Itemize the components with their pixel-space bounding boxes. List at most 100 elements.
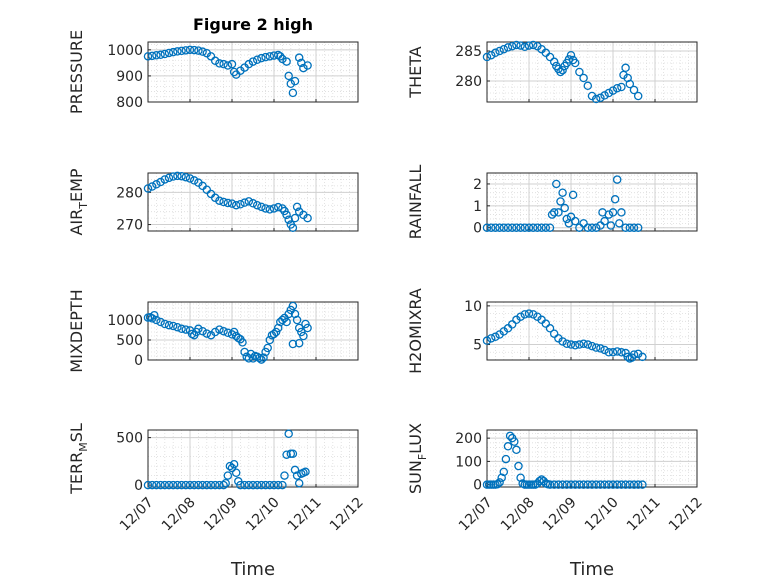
- y-tick-label: 280: [116, 185, 143, 201]
- data-point: [194, 46, 203, 55]
- axes-panel-8: 0 100 200 12/07 12/08 12/09 12/10 12/11 12/12 Tim…: [406, 423, 706, 580]
- data-point: [156, 177, 165, 187]
- y-tick-label: 0: [473, 221, 482, 237]
- data-point: [633, 223, 643, 232]
- data-point: [549, 329, 559, 338]
- data-point: [156, 317, 165, 327]
- axes-box: [147, 172, 359, 232]
- data-point: [177, 480, 186, 490]
- data-point: [223, 198, 233, 208]
- data-point: [288, 449, 298, 458]
- data-point: [503, 43, 513, 52]
- data-point: [596, 480, 605, 489]
- data-point: [625, 79, 635, 89]
- data-point: [524, 41, 534, 50]
- x-tick-label: 12/08: [159, 494, 199, 534]
- data-point: [570, 341, 580, 350]
- data-point: [255, 353, 264, 363]
- data-point: [248, 354, 258, 363]
- data-point: [143, 52, 153, 61]
- data-point: [524, 223, 534, 232]
- data-point: [219, 326, 228, 336]
- data-point: [554, 208, 563, 217]
- data-point: [617, 348, 626, 357]
- axes-box: [486, 301, 698, 361]
- data-point: [164, 320, 174, 330]
- data-point: [558, 188, 567, 197]
- y-tick-label: 2: [473, 177, 482, 193]
- data-point: [505, 431, 515, 441]
- axes-box: [147, 41, 359, 103]
- data-point: [273, 480, 283, 490]
- data-point: [499, 44, 509, 54]
- data-point: [152, 180, 161, 189]
- data-point: [290, 465, 300, 475]
- data-point: [244, 197, 254, 206]
- data-point: [221, 478, 230, 488]
- data-point: [261, 204, 270, 213]
- data-point: [575, 340, 584, 349]
- data-point: [278, 315, 287, 325]
- data-point: [486, 223, 496, 232]
- data-point: [562, 339, 572, 349]
- data-point: [575, 480, 584, 489]
- data-point: [236, 200, 245, 209]
- data-point: [168, 47, 178, 57]
- data-point: [292, 202, 302, 212]
- data-point: [181, 172, 191, 182]
- data-point: [227, 330, 237, 339]
- data-point: [558, 337, 567, 346]
- data-point: [152, 51, 161, 60]
- data-point: [612, 83, 622, 93]
- data-point: [297, 327, 306, 337]
- data-point: [282, 57, 291, 66]
- data-point: [524, 309, 534, 318]
- data-point: [615, 219, 624, 228]
- axes-panel-5: 0 500 1000 MIXDEPTH: [67, 289, 359, 373]
- data-point: [294, 338, 304, 348]
- data-point: [633, 480, 643, 489]
- data-point: [229, 67, 239, 77]
- axes-box: [147, 301, 359, 361]
- data-point: [541, 223, 551, 232]
- data-point: [173, 322, 182, 332]
- axes-panel-6: 5 10 H2OMIXRA: [406, 288, 698, 374]
- data-point: [512, 40, 521, 50]
- data-point: [528, 40, 538, 50]
- data-point: [236, 480, 245, 490]
- y-axis-label: THETA: [406, 46, 425, 98]
- y-tick-label: 500: [116, 333, 143, 349]
- y-tick-label: 10: [464, 299, 482, 315]
- data-point: [189, 45, 199, 55]
- data-point: [271, 327, 281, 337]
- data-point: [564, 55, 574, 64]
- data-point: [579, 480, 588, 489]
- data-point: [591, 480, 601, 489]
- data-point: [229, 459, 239, 469]
- data-point: [491, 332, 500, 342]
- data-point: [252, 480, 262, 490]
- data-point: [545, 223, 555, 232]
- data-point: [185, 480, 195, 490]
- data-point: [244, 59, 254, 69]
- x-tick-label: 12/07: [117, 494, 157, 534]
- data-point: [497, 473, 506, 482]
- data-point: [219, 480, 228, 490]
- data-point: [612, 480, 622, 489]
- data-point: [528, 223, 538, 232]
- data-point: [194, 480, 203, 490]
- y-tick-label: 1: [473, 199, 482, 215]
- data-point: [294, 53, 304, 62]
- data-point: [219, 59, 228, 69]
- data-point: [579, 219, 588, 228]
- data-point: [252, 55, 262, 64]
- data-point: [554, 480, 563, 489]
- data-point: [248, 199, 258, 208]
- y-axis-label: H2OMIXRA: [406, 288, 425, 374]
- data-point: [202, 480, 212, 490]
- data-point: [284, 309, 293, 319]
- data-point: [210, 480, 220, 490]
- data-point: [482, 336, 492, 345]
- data-point: [629, 223, 639, 232]
- data-point: [168, 480, 178, 490]
